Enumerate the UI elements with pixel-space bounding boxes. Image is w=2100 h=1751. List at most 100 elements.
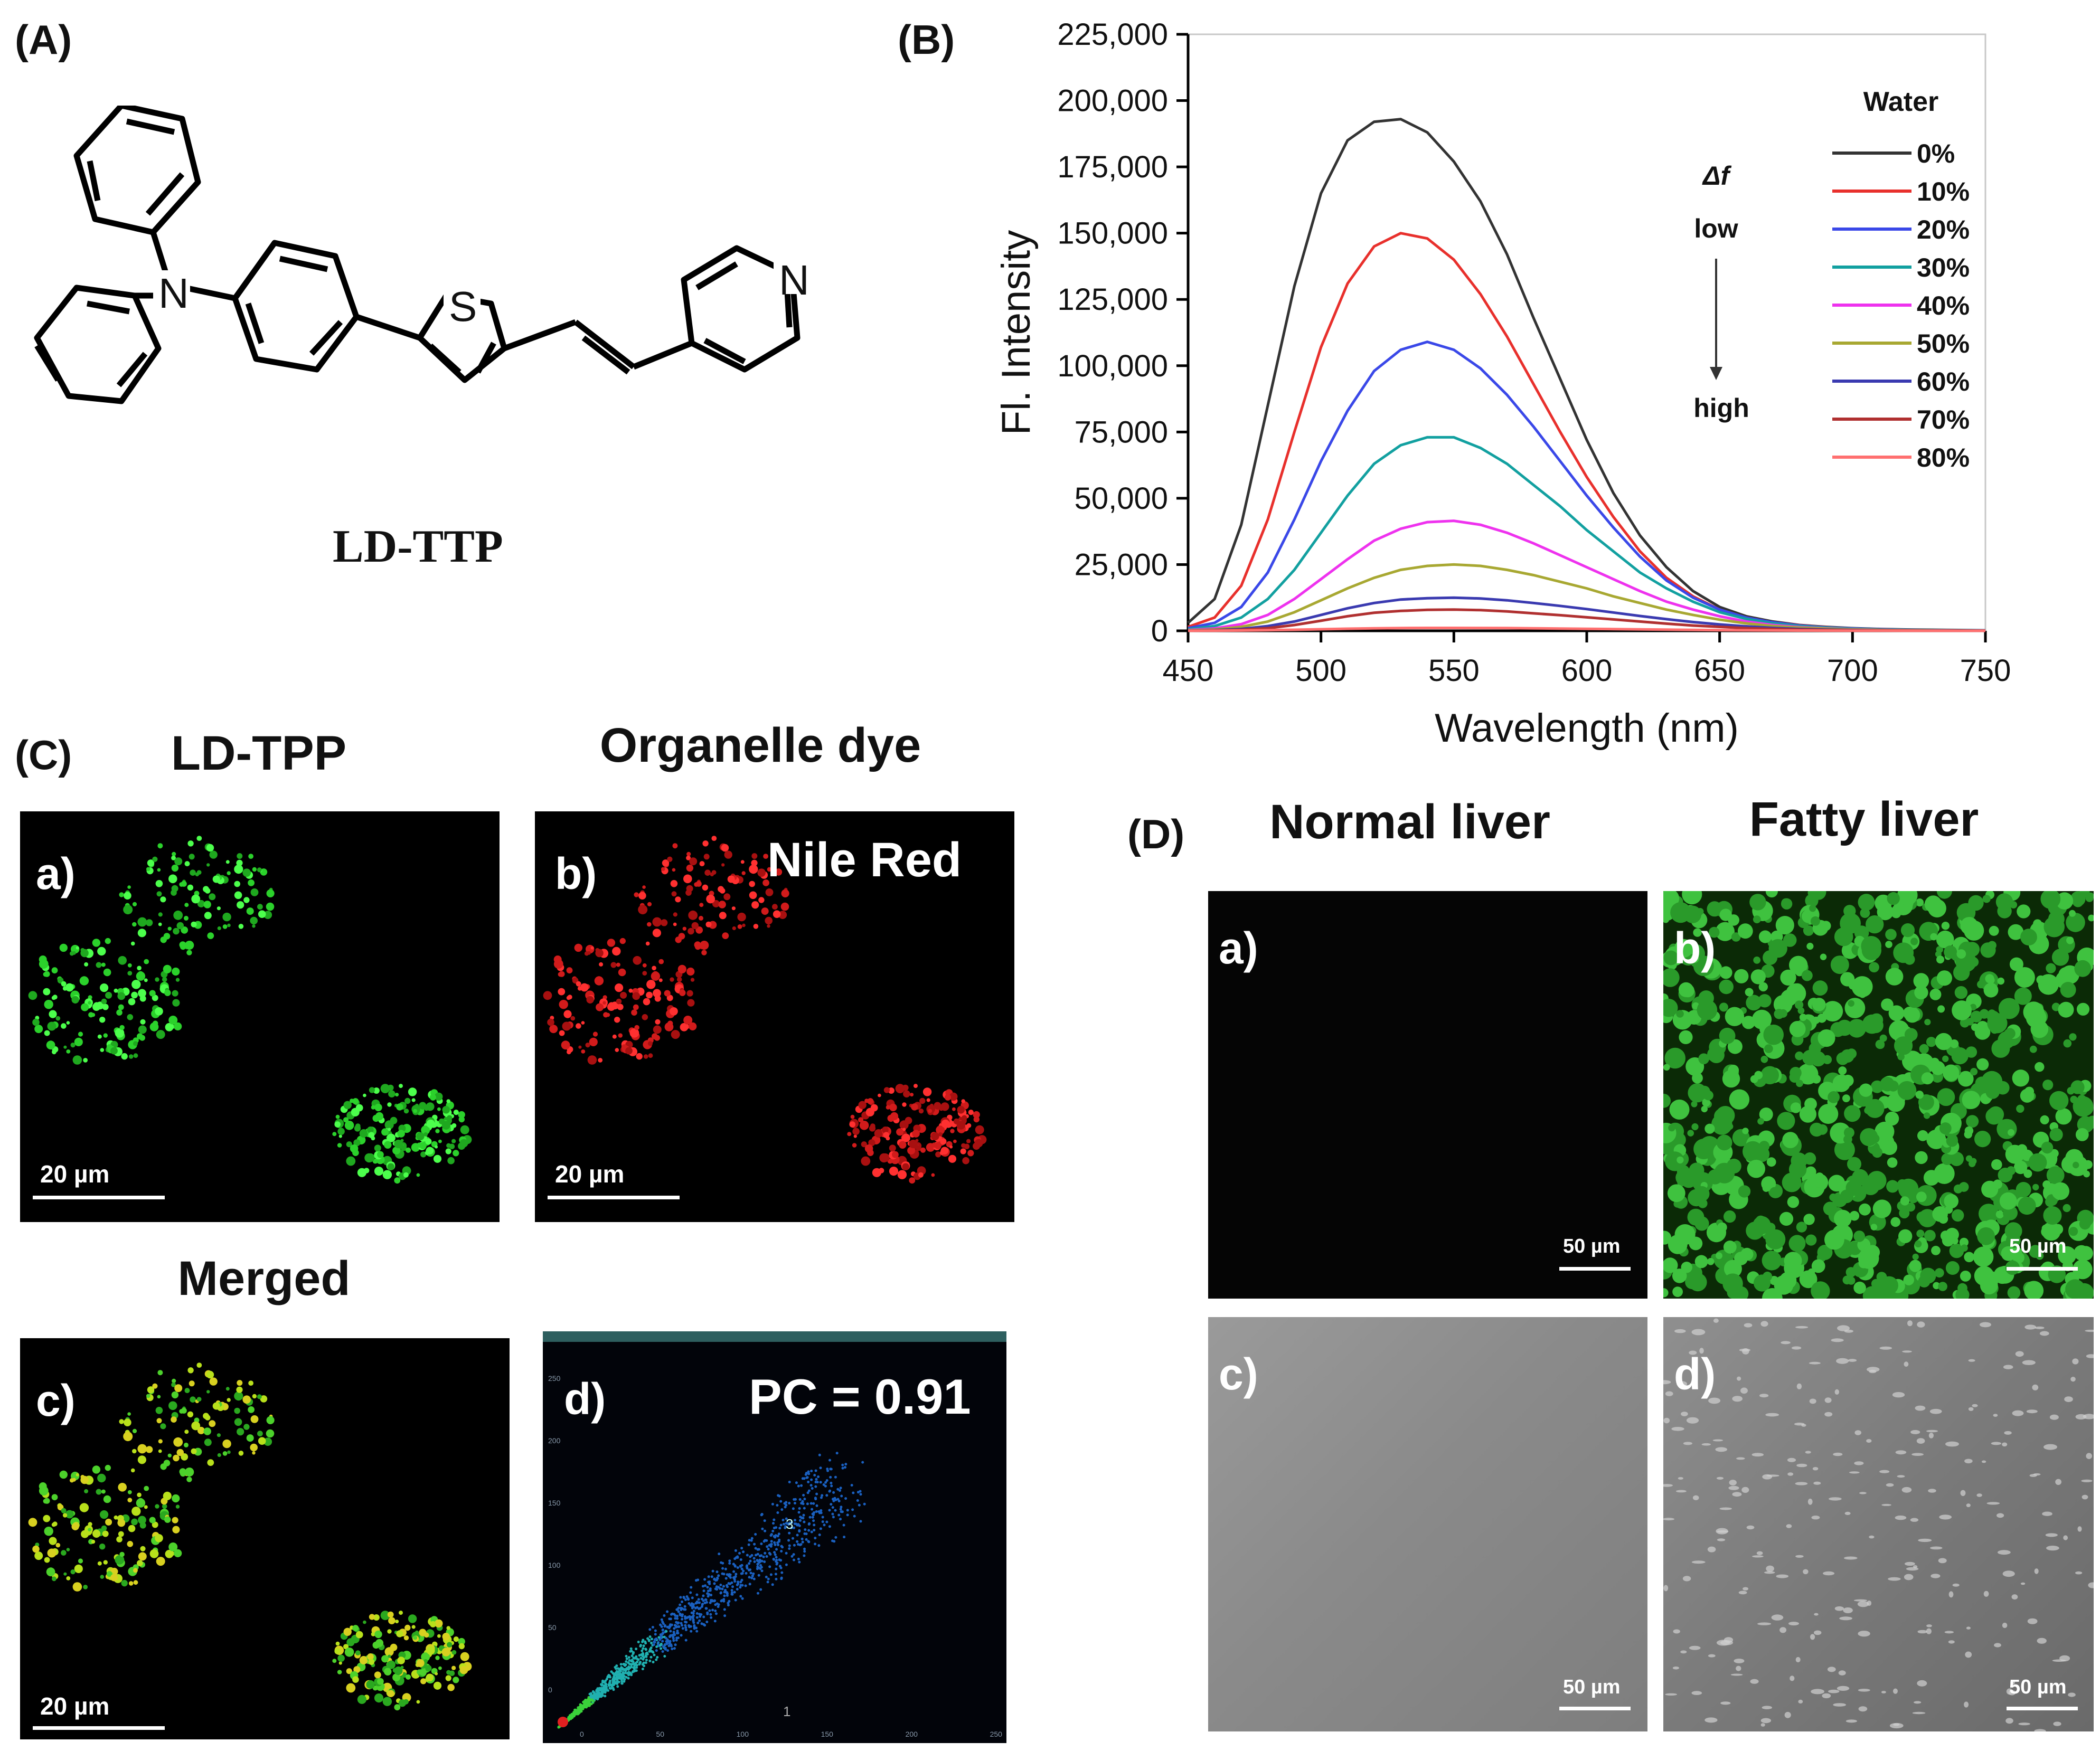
lipid-droplet xyxy=(901,1133,910,1142)
tissue-speck xyxy=(1674,1329,1686,1333)
scatter-point xyxy=(627,1656,630,1659)
lipid-droplet xyxy=(1672,1286,1683,1297)
lipid-droplet xyxy=(1885,1111,1899,1126)
lipid-droplet xyxy=(381,1655,389,1663)
lipid-droplet xyxy=(1725,1007,1745,1026)
lipid-droplet xyxy=(419,1629,427,1636)
lipid-droplet xyxy=(416,1659,425,1668)
lipid-droplet xyxy=(227,923,231,927)
lipid-droplet xyxy=(934,1102,941,1110)
scatter-point xyxy=(844,1466,846,1469)
lipid-droplet xyxy=(133,1053,138,1058)
lipid-droplet xyxy=(152,1521,158,1528)
scatter-point xyxy=(611,1687,615,1690)
lipid-droplet xyxy=(97,947,106,956)
scatter-point xyxy=(779,1500,783,1503)
lipid-droplet xyxy=(1861,940,1881,960)
scatter-point xyxy=(777,1532,780,1536)
lipid-droplet xyxy=(101,962,106,967)
lipid-droplet xyxy=(374,1103,382,1112)
scatter-point xyxy=(745,1572,748,1575)
scatter-point xyxy=(774,1553,777,1556)
tissue-speck xyxy=(1796,1463,1807,1468)
tissue-speck xyxy=(1752,1555,1764,1558)
lipid-droplet xyxy=(392,1147,401,1155)
scatter-point xyxy=(773,1551,776,1554)
lipid-droplet xyxy=(103,968,111,977)
lipid-droplet xyxy=(266,902,275,911)
lipid-droplet xyxy=(1749,894,1766,911)
scatter-point xyxy=(589,1699,592,1702)
lipid-droplet xyxy=(446,1670,451,1675)
lipid-droplet xyxy=(130,1468,135,1473)
tissue-speck xyxy=(1732,1396,1743,1402)
lipid-droplet xyxy=(679,989,686,996)
tissue-speck xyxy=(1844,1511,1851,1515)
lipid-droplet xyxy=(374,1167,384,1176)
lipid-droplet xyxy=(961,1099,965,1103)
tissue-speck xyxy=(1997,1513,2004,1518)
lipid-droplet xyxy=(1970,1158,1977,1165)
lipid-droplet xyxy=(931,1142,937,1148)
lipid-droplet xyxy=(445,1675,451,1681)
lipid-droplet xyxy=(343,1101,352,1109)
lipid-droplet xyxy=(561,1040,570,1050)
lipid-droplet xyxy=(92,1002,101,1011)
lipid-droplet xyxy=(191,894,201,904)
scatter-point xyxy=(648,1659,652,1662)
scatter-point xyxy=(680,1622,683,1625)
lipid-droplet xyxy=(78,1558,83,1564)
lipid-droplet xyxy=(638,905,648,915)
lipid-droplet xyxy=(187,1367,194,1374)
scatter-point xyxy=(635,1669,638,1672)
scatter-point xyxy=(705,1621,709,1623)
tissue-speck xyxy=(1779,1627,1787,1633)
scatter-point xyxy=(817,1475,820,1478)
lipid-droplet xyxy=(206,1390,210,1394)
scatter-point xyxy=(798,1544,802,1546)
lipid-droplet xyxy=(852,1128,860,1135)
lipid-droplet xyxy=(352,1625,359,1632)
scatter-point xyxy=(700,1613,703,1616)
scatter-point xyxy=(708,1580,711,1583)
lipid-droplet xyxy=(1977,1227,1995,1245)
lipid-droplet xyxy=(1853,1281,1866,1294)
scatter-point xyxy=(619,1670,622,1673)
lipid-droplet xyxy=(395,1093,399,1097)
tissue-speck xyxy=(1665,1391,1673,1396)
scatter-point xyxy=(650,1638,653,1641)
tissue-speck xyxy=(1823,1571,1835,1576)
tissue-speck xyxy=(1986,1502,2000,1505)
lipid-droplet xyxy=(1690,954,1699,963)
scatter-point xyxy=(740,1567,743,1570)
tissue-speck xyxy=(1713,1318,1719,1323)
lipid-droplet xyxy=(2058,1001,2074,1018)
lipid-droplet xyxy=(2051,1182,2069,1200)
lipid-droplet xyxy=(902,1084,909,1091)
lipid-droplet xyxy=(137,1455,146,1464)
scatter-point xyxy=(646,1653,649,1655)
tissue-speck xyxy=(2010,1680,2016,1685)
lipid-droplet xyxy=(458,1116,465,1123)
scatter-point xyxy=(722,1598,726,1601)
tissue-speck xyxy=(1843,1607,1853,1613)
lipid-droplet xyxy=(741,871,746,875)
scatter-point xyxy=(679,1596,682,1599)
tissue-speck xyxy=(2075,1414,2087,1419)
scatter-point xyxy=(767,1577,770,1580)
scatter-point xyxy=(742,1550,745,1554)
tissue-speck xyxy=(1805,1451,1811,1454)
lipid-droplet xyxy=(2073,1161,2079,1169)
lipid-droplet xyxy=(2066,913,2085,932)
lipid-droplet xyxy=(70,1043,76,1048)
lipid-droplet xyxy=(404,1624,411,1631)
lipid-droplet xyxy=(926,1098,930,1102)
scatter-point xyxy=(691,1605,694,1608)
lipid-droplet xyxy=(162,977,167,982)
tissue-speck xyxy=(1717,1538,1726,1541)
lipid-droplet xyxy=(1795,1000,1804,1009)
tissue-speck xyxy=(1910,1430,1920,1434)
lipid-droplet xyxy=(1693,1139,1715,1159)
panel-d-letter: (D) xyxy=(1127,811,1185,857)
lipid-droplet xyxy=(2046,963,2056,973)
